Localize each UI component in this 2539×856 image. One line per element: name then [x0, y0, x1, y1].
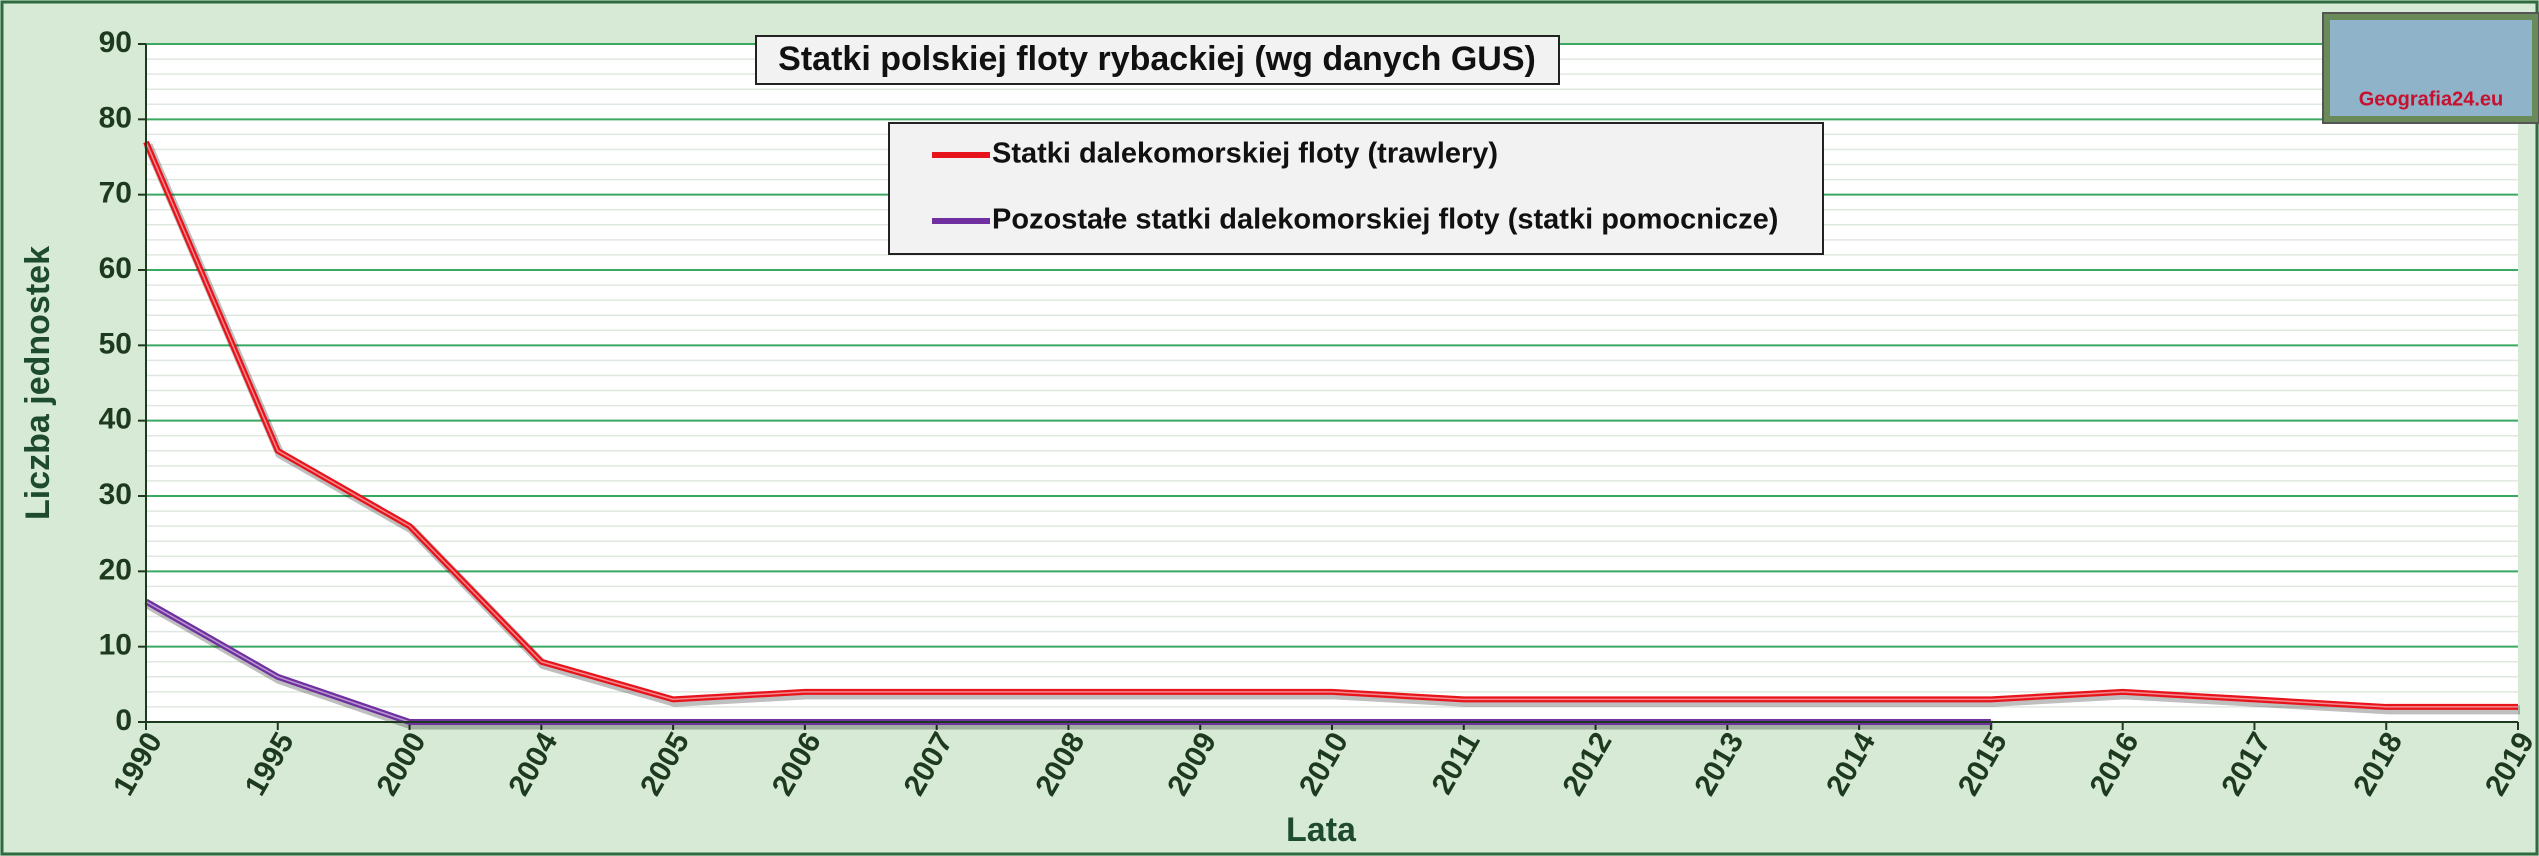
y-tick-label: 90: [99, 26, 132, 59]
logo-text: Geografia24.eu: [2359, 88, 2504, 110]
y-tick-label: 20: [99, 553, 132, 586]
chart-title: Statki polskiej floty rybackiej (wg dany…: [778, 40, 1536, 78]
y-tick-label: 70: [99, 177, 132, 210]
y-tick-label: 40: [99, 403, 132, 436]
y-tick-label: 80: [99, 101, 132, 134]
y-tick-label: 10: [99, 629, 132, 662]
legend-label: Pozostałe statki dalekomorskiej floty (s…: [992, 204, 1778, 236]
y-axis-title: Liczba jednostek: [19, 246, 57, 520]
x-axis-title: Lata: [1286, 811, 1357, 849]
y-tick-label: 60: [99, 252, 132, 285]
y-tick-label: 0: [115, 704, 132, 737]
y-tick-label: 50: [99, 327, 132, 360]
y-tick-label: 30: [99, 478, 132, 511]
chart: Statki polskiej floty rybackiej (wg dany…: [0, 0, 2539, 856]
legend-label: Statki dalekomorskiej floty (trawlery): [992, 138, 1498, 170]
page: {"chart_data": {"type": "line", "title":…: [0, 0, 2539, 856]
